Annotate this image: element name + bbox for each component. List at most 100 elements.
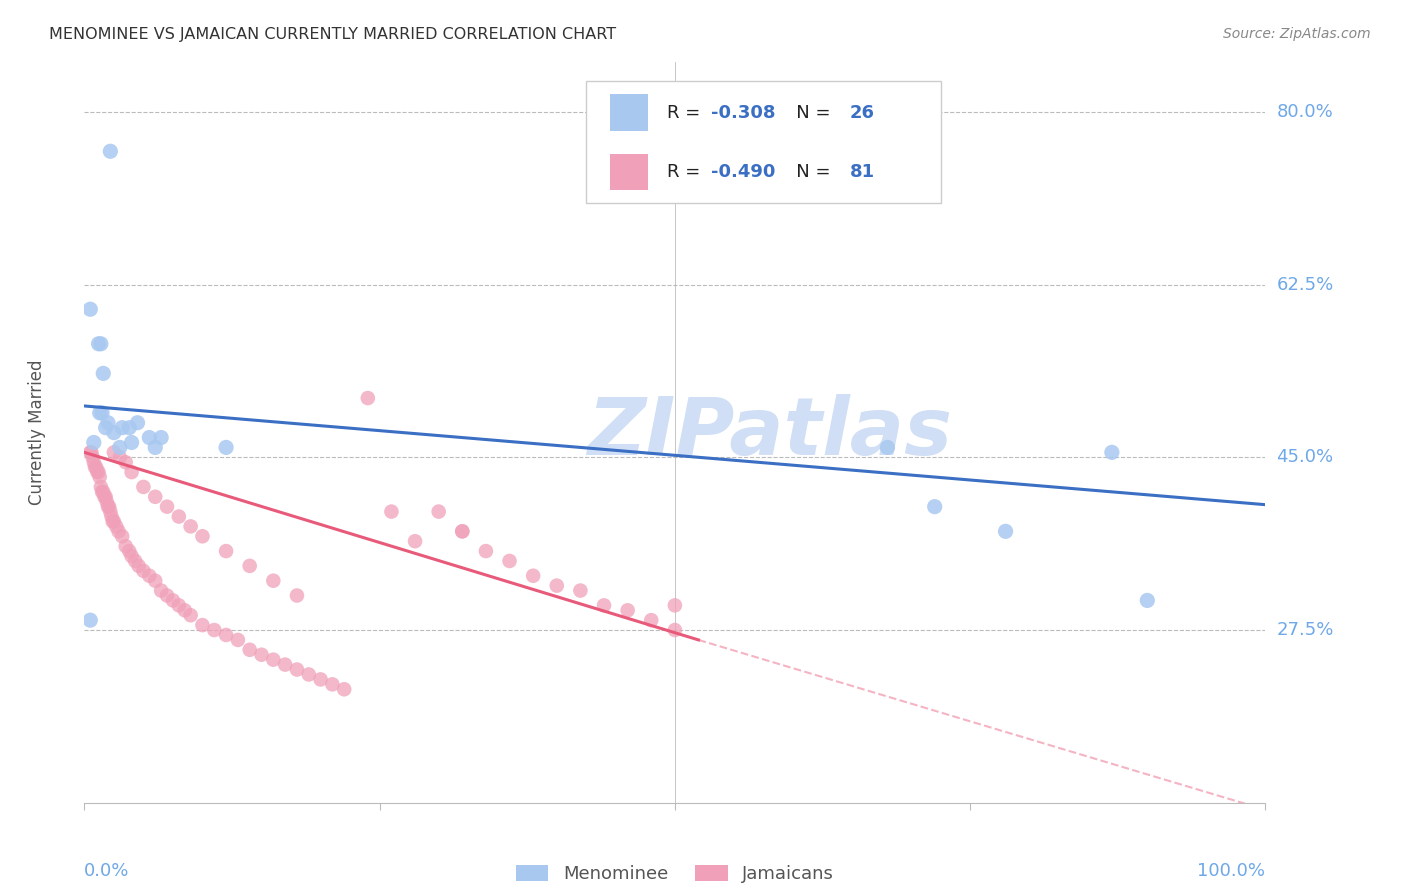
Point [167, 599, 190, 613]
Point [118, 420, 141, 434]
Point [664, 623, 686, 637]
Point [143, 441, 166, 455]
Point [121, 465, 143, 479]
Point [262, 574, 284, 588]
Point [167, 509, 190, 524]
Point [90, 480, 112, 494]
Point [640, 613, 662, 627]
Point [250, 648, 273, 662]
Point [94, 420, 117, 434]
Point [143, 490, 166, 504]
Point [156, 589, 179, 603]
Point [569, 583, 592, 598]
Point [82, 450, 104, 465]
Point [97, 416, 120, 430]
Text: -0.308: -0.308 [711, 103, 776, 122]
Text: 62.5%: 62.5% [1277, 276, 1334, 293]
Point [239, 558, 262, 573]
Point [98, 505, 121, 519]
Point [593, 599, 616, 613]
Point [103, 515, 125, 529]
Text: 45.0%: 45.0% [1277, 449, 1334, 467]
Point [100, 509, 122, 524]
Text: 81: 81 [849, 163, 875, 181]
Point [298, 667, 321, 681]
Point [105, 519, 128, 533]
Point [132, 480, 155, 494]
Point [333, 682, 356, 697]
Point [380, 505, 402, 519]
Point [118, 544, 141, 558]
Text: 27.5%: 27.5% [1277, 621, 1334, 639]
Point [994, 524, 1017, 539]
Point [285, 589, 308, 603]
Point [150, 583, 173, 598]
FancyBboxPatch shape [610, 153, 648, 190]
Text: Currently Married: Currently Married [28, 359, 46, 506]
Point [215, 628, 238, 642]
Point [80, 445, 103, 459]
Point [427, 505, 450, 519]
Point [404, 534, 426, 549]
Text: 26: 26 [849, 103, 875, 122]
Point [616, 603, 638, 617]
Point [309, 673, 332, 687]
Text: R =: R = [666, 103, 706, 122]
Point [91, 484, 114, 499]
Point [451, 524, 474, 539]
Point [91, 367, 114, 381]
Point [79, 613, 101, 627]
Point [86, 465, 108, 479]
Point [180, 519, 202, 533]
Point [451, 524, 474, 539]
Point [475, 544, 498, 558]
Point [226, 632, 249, 647]
Point [97, 500, 120, 514]
Point [162, 593, 184, 607]
Point [191, 529, 214, 543]
Text: ZIPatlas: ZIPatlas [586, 393, 952, 472]
Point [143, 574, 166, 588]
Point [94, 490, 117, 504]
Point [111, 420, 134, 434]
Point [84, 460, 107, 475]
FancyBboxPatch shape [610, 95, 648, 130]
Point [83, 455, 105, 469]
Point [79, 302, 101, 317]
Point [876, 441, 898, 455]
Text: 0.0%: 0.0% [84, 862, 129, 880]
Point [357, 391, 380, 405]
Point [98, 500, 121, 514]
Point [138, 568, 160, 582]
Point [180, 608, 202, 623]
Point [98, 145, 121, 159]
Point [103, 425, 125, 440]
Point [191, 618, 214, 632]
Point [91, 484, 114, 499]
Point [522, 568, 544, 582]
Point [121, 435, 143, 450]
Point [89, 470, 111, 484]
Point [321, 677, 343, 691]
Point [1101, 445, 1123, 459]
Point [132, 564, 155, 578]
Point [924, 500, 946, 514]
Text: R =: R = [666, 163, 706, 181]
Point [84, 460, 107, 475]
Point [138, 431, 160, 445]
Point [108, 450, 131, 465]
Point [128, 558, 150, 573]
Point [87, 336, 110, 351]
Point [150, 431, 173, 445]
Text: 80.0%: 80.0% [1277, 103, 1333, 120]
Point [127, 416, 149, 430]
Point [262, 653, 284, 667]
Text: N =: N = [779, 163, 837, 181]
Point [202, 623, 225, 637]
Point [239, 642, 262, 657]
Text: MENOMINEE VS JAMAICAN CURRENTLY MARRIED CORRELATION CHART: MENOMINEE VS JAMAICAN CURRENTLY MARRIED … [49, 27, 616, 42]
Point [107, 524, 129, 539]
Point [121, 549, 143, 563]
FancyBboxPatch shape [586, 81, 941, 203]
Point [215, 441, 238, 455]
